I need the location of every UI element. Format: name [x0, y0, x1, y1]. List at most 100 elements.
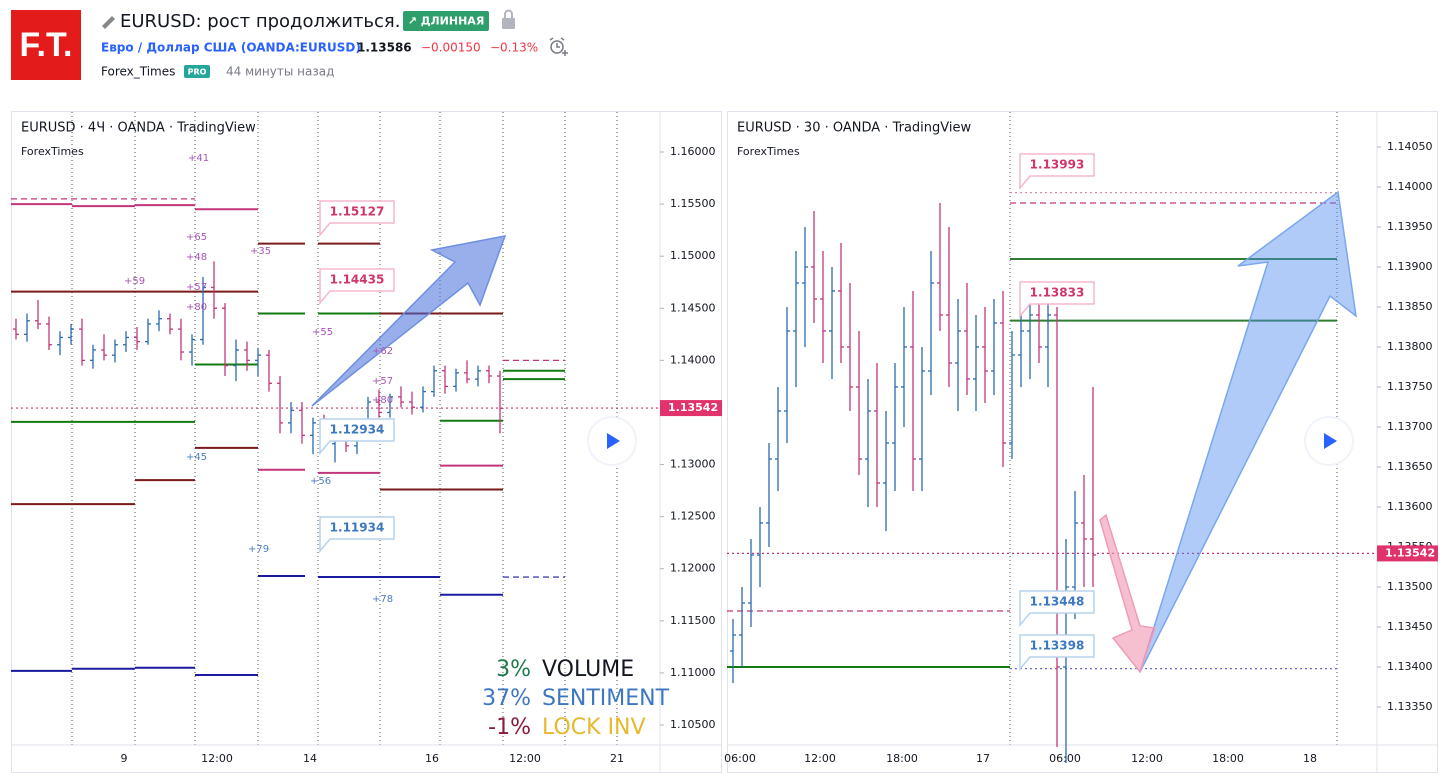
callout-label: 1.12934 [330, 423, 385, 437]
price: 1.13586 [357, 41, 412, 55]
y-tick-label: 1.13500 [1387, 580, 1433, 593]
y-tick-label: 1.16000 [670, 145, 716, 158]
callout-box [319, 200, 395, 238]
lock-icon [502, 9, 515, 29]
bar-count-note: +56 [310, 476, 331, 487]
callout-label: 1.13833 [1030, 286, 1085, 300]
x-tick-label: 16 [425, 752, 439, 765]
symbol-link[interactable]: Евро / Доллар США (OANDA:EURUSD) [101, 41, 361, 55]
callout-label: 1.11934 [330, 521, 385, 535]
bar-count-note: +59 [124, 276, 145, 287]
y-tick-label: 1.13600 [1387, 500, 1433, 513]
chart-subtitle: ForexTimes [21, 145, 84, 158]
y-tick-label: 1.14050 [1387, 140, 1433, 153]
x-tick-label: 12:00 [1131, 752, 1163, 765]
bar-count-note: +80 [372, 395, 393, 406]
y-tick-label: 1.10500 [670, 718, 716, 731]
y-tick-label: 1.13800 [1387, 340, 1433, 353]
chart-30m: 1.14050 1.14000 1.13950 1.13900 1.13850 1.138… [724, 111, 1438, 772]
chart-frame [11, 111, 722, 773]
author[interactable]: Forex_Times [101, 65, 175, 79]
forecast-arrow [311, 235, 507, 407]
chart-4h: 1.16000 1.15500 1.15000 1.14500 1.14000 1.135… [11, 111, 722, 772]
bar-count-note: +62 [372, 346, 393, 357]
long-badge [403, 11, 489, 31]
x-tick-label: 06:00 [1049, 752, 1081, 765]
y-tick-label: 1.13700 [1387, 420, 1433, 433]
bar-count-note: +35 [250, 246, 271, 257]
forecast-arrow [1099, 513, 1157, 674]
y-tick-label: 1.12500 [670, 510, 716, 523]
y-tick-label: 1.13900 [1387, 260, 1433, 273]
chart-title: EURUSD · 4Ч · OANDA · TradingView [21, 121, 256, 136]
y-tick-label: 1.11000 [670, 666, 716, 679]
forecast-arrow [1139, 190, 1358, 673]
callout-box [319, 418, 395, 456]
pro-badge [184, 65, 210, 78]
publish-time: 44 минуты назад [226, 65, 334, 79]
bar-count-note: +45 [186, 452, 207, 463]
callout-box [1019, 590, 1095, 628]
x-tick-label: 17 [976, 752, 990, 765]
y-tick-label: 1.13000 [670, 458, 716, 471]
y-tick-label: 1.15500 [670, 197, 716, 210]
x-tick-label: 12:00 [509, 752, 541, 765]
stat-value: 3% [496, 657, 531, 682]
stat-value: -1% [488, 715, 531, 740]
y-tick-label: 1.14000 [670, 353, 716, 366]
alert-icon[interactable] [549, 37, 568, 56]
long-badge-text: ↗ ДЛИННАЯ [408, 15, 485, 28]
callout-box [319, 516, 395, 554]
y-tick-label: 1.14000 [1387, 180, 1433, 193]
y-tick-label: 1.13400 [1387, 660, 1433, 673]
y-tick-label: 1.13350 [1387, 700, 1433, 713]
bar-count-note: +78 [372, 594, 393, 605]
price-change: −0.00150 [421, 41, 481, 55]
bar-count-note: +57 [372, 376, 393, 387]
x-tick-label: 9 [121, 752, 128, 765]
stat-label: VOLUME [542, 657, 634, 682]
chart-frame [727, 111, 1438, 773]
callout-box [319, 268, 395, 306]
bar-count-note: +79 [248, 544, 269, 555]
y-tick-label: 1.13950 [1387, 220, 1433, 233]
stat-value: 37% [482, 686, 531, 711]
y-tick-label: 1.15000 [670, 249, 716, 262]
price-change-pct: −0.13% [490, 41, 538, 55]
play-icon [607, 433, 620, 449]
x-tick-label: 21 [610, 752, 624, 765]
x-tick-label: 06:00 [724, 752, 756, 765]
y-tick-label: 1.13850 [1387, 300, 1433, 313]
callout-label: 1.13448 [1030, 595, 1085, 609]
y-tick-label: 1.14500 [670, 301, 716, 314]
bar-count-note: +48 [186, 252, 207, 263]
idea-title[interactable]: EURUSD: рост продолжиться. [120, 11, 400, 32]
y-tick-label: 1.12000 [670, 562, 716, 575]
pro-badge-text: PRO [188, 68, 207, 77]
bar-count-note: +57 [186, 282, 207, 293]
y-tick-label: 1.13450 [1387, 620, 1433, 633]
x-tick-label: 12:00 [804, 752, 836, 765]
chart-subtitle: ForexTimes [737, 145, 800, 158]
x-tick-label: 18 [1303, 752, 1317, 765]
bar-count-note: +80 [186, 302, 207, 313]
last-price-tag [1377, 545, 1438, 562]
y-tick-label: 1.11500 [670, 614, 716, 627]
callout-box [1019, 281, 1095, 319]
logo-text: F.T. [20, 26, 73, 64]
callout-label: 1.14435 [330, 273, 385, 287]
bar-count-note: +65 [186, 232, 207, 243]
last-price-label: 1.13542 [1385, 546, 1435, 559]
y-tick-label: 1.13750 [1387, 380, 1433, 393]
x-tick-label: 12:00 [201, 752, 233, 765]
callout-box [1019, 634, 1095, 672]
stat-label: LOCK INV [542, 715, 646, 740]
callout-box [1019, 153, 1095, 191]
x-tick-label: 18:00 [886, 752, 918, 765]
logo[interactable] [11, 10, 81, 80]
callout-label: 1.13993 [1030, 158, 1085, 172]
callout-label: 1.13398 [1030, 639, 1085, 653]
y-tick-label: 1.13650 [1387, 460, 1433, 473]
